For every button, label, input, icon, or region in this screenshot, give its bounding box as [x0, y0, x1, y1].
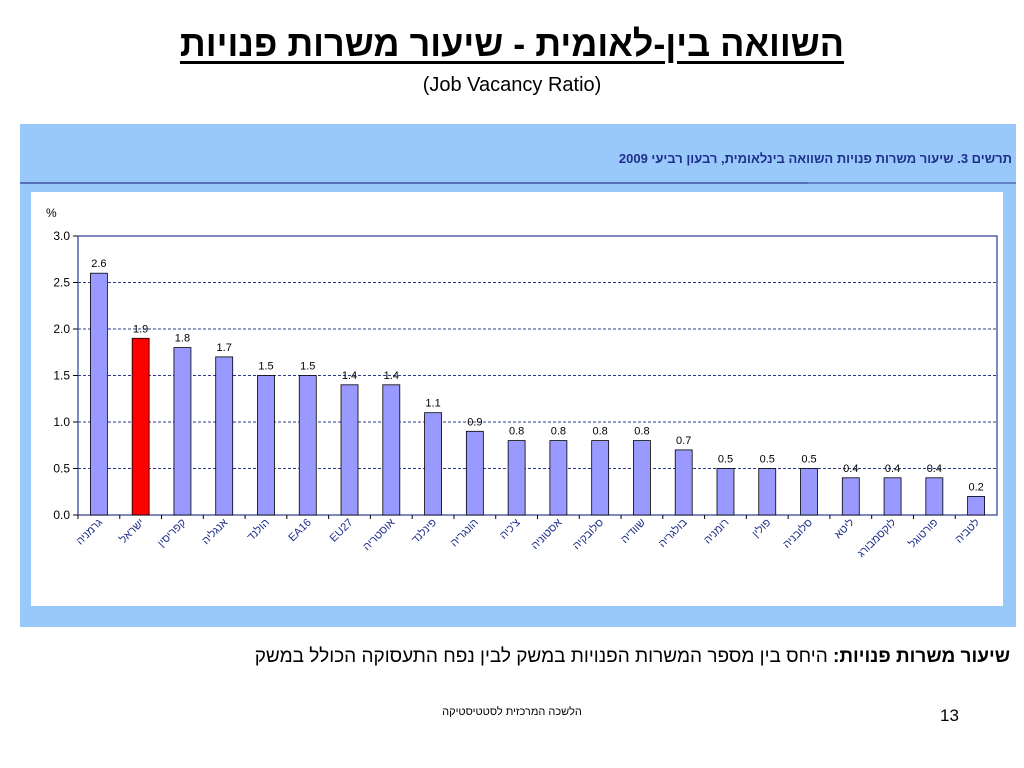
- data-label: 1.9: [133, 323, 148, 335]
- data-label: 0.5: [760, 454, 775, 466]
- y-tick-label: 2.5: [53, 276, 70, 290]
- bar: [89, 272, 108, 516]
- page-number: 13: [940, 706, 959, 725]
- bar: [883, 477, 902, 516]
- bar-chart: 0.00.51.01.52.02.53.0%2.6גרמניה1.9ישראל1…: [20, 182, 1016, 606]
- data-label: 1.7: [217, 342, 232, 354]
- bar: [716, 468, 735, 516]
- data-label: 0.9: [467, 416, 482, 428]
- slide-title: השוואה בין-לאומית - שיעור משרות פנויות: [0, 22, 1024, 66]
- y-axis-label: %: [46, 206, 57, 220]
- bar: [173, 347, 192, 516]
- bar: [549, 440, 568, 516]
- data-label: 0.4: [843, 463, 858, 475]
- bar: [298, 375, 317, 516]
- data-label: 0.8: [551, 426, 566, 438]
- bar: [257, 375, 275, 516]
- bar: [507, 440, 526, 516]
- bar: [340, 384, 359, 516]
- y-tick-label: 3.0: [53, 229, 70, 243]
- data-label: 1.1: [425, 398, 440, 410]
- data-label: 0.5: [718, 454, 733, 466]
- chart-title: תרשים 3. שיעור משרות פנויות השוואה בינלא…: [618, 151, 1012, 166]
- definition-text: היחס בין מספר המשרות הפנויות במשק לבין נ…: [254, 646, 834, 667]
- data-label: 0.8: [509, 426, 524, 438]
- y-tick-label: 1.0: [53, 415, 70, 429]
- chart-panel: [31, 192, 1003, 606]
- bar: [465, 430, 484, 516]
- data-label: 1.5: [300, 361, 315, 373]
- bar: [800, 468, 818, 516]
- bar: [841, 477, 860, 516]
- y-tick-label: 1.5: [53, 369, 70, 383]
- data-label: 0.2: [968, 481, 983, 493]
- bar: [967, 495, 986, 516]
- bar: [925, 477, 944, 516]
- footer-organization: הלשכה המרכזית לסטטיסטיקה: [442, 706, 582, 718]
- slide-title-text: השוואה בין-לאומית - שיעור משרות פנויות: [179, 23, 845, 64]
- data-label: 0.8: [593, 426, 608, 438]
- bar: [591, 440, 610, 516]
- y-tick-label: 0.0: [53, 508, 70, 522]
- data-label: 1.4: [342, 370, 357, 382]
- data-label: 2.6: [91, 258, 106, 270]
- bar: [674, 449, 693, 516]
- data-label: 1.8: [175, 333, 190, 345]
- data-label: 0.4: [927, 463, 942, 475]
- bar: [633, 440, 651, 516]
- data-label: 1.4: [384, 370, 399, 382]
- data-label: 0.7: [676, 435, 691, 447]
- bar: [758, 468, 777, 516]
- definition-term: שיעור משרות פנויות:: [833, 646, 1010, 667]
- bar: [382, 384, 401, 516]
- bar: [424, 412, 442, 516]
- chart-frame: תרשים 3. שיעור משרות פנויות השוואה בינלא…: [20, 124, 1016, 627]
- data-label: 0.4: [885, 463, 900, 475]
- data-label: 1.5: [258, 361, 273, 373]
- y-tick-label: 2.0: [53, 322, 70, 336]
- slide-subtitle: (Job Vacancy Ratio): [422, 74, 602, 96]
- bar: [131, 337, 150, 516]
- data-label: 0.5: [801, 454, 816, 466]
- y-tick-label: 0.5: [53, 462, 70, 476]
- data-label: 0.8: [634, 426, 649, 438]
- definition: שיעור משרות פנויות: היחס בין מספר המשרות…: [255, 646, 1010, 668]
- bar: [215, 356, 234, 516]
